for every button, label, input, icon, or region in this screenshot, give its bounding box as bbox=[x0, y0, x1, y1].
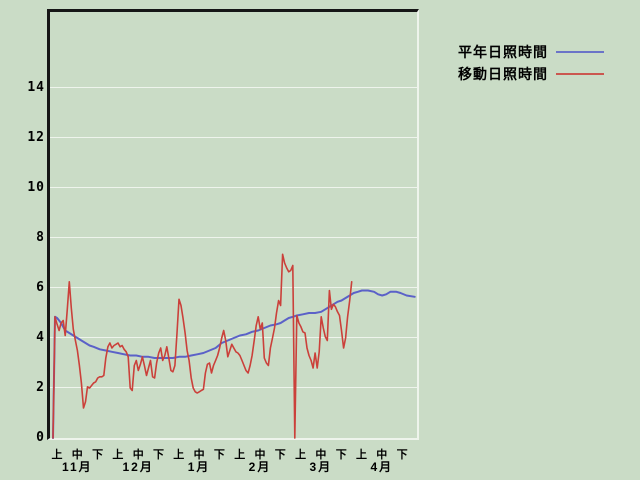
y-gridline bbox=[50, 337, 417, 338]
x-axis-period-label: 下 bbox=[274, 449, 286, 461]
x-axis-period-label: 上 bbox=[173, 449, 185, 461]
x-axis-month-label: 2月 bbox=[248, 460, 272, 474]
x-axis-period-label: 上 bbox=[356, 449, 367, 461]
x-axis-month-label: 3月 bbox=[309, 460, 333, 474]
y-axis-tick-label: 4 bbox=[36, 330, 45, 345]
x-axis-month-label: 4月 bbox=[370, 460, 394, 474]
x-axis-period-label: 中 bbox=[193, 449, 205, 461]
x-axis-period-label: 上 bbox=[234, 449, 246, 461]
legend-item-moving-sunshine: 移動日照時間 bbox=[458, 63, 604, 85]
y-axis-tick-label: 0 bbox=[36, 430, 45, 445]
y-axis-tick-label: 10 bbox=[27, 180, 45, 195]
x-axis-period-label: 上 bbox=[295, 449, 307, 461]
plot-area bbox=[47, 9, 419, 440]
y-axis-tick-label: 2 bbox=[36, 380, 45, 395]
x-axis-period-label: 下 bbox=[335, 449, 347, 461]
x-axis-period-label: 下 bbox=[213, 449, 225, 461]
legend-label-moving-sunshine: 移動日照時間 bbox=[458, 66, 548, 82]
x-axis-period-label: 上 bbox=[51, 449, 63, 461]
legend-label-normal-sunshine: 平年日照時間 bbox=[458, 44, 548, 60]
y-gridline bbox=[50, 87, 417, 88]
legend-line-swatch-blue bbox=[556, 51, 604, 53]
x-axis-period-label: 中 bbox=[71, 449, 83, 461]
y-gridline bbox=[50, 237, 417, 238]
y-gridline bbox=[50, 137, 417, 138]
y-axis-tick-label: 12 bbox=[27, 130, 45, 145]
legend: 平年日照時間 移動日照時間 bbox=[458, 41, 604, 85]
x-axis-month-label: 1月 bbox=[187, 460, 211, 474]
legend-item-normal-sunshine: 平年日照時間 bbox=[458, 41, 604, 63]
y-axis-tick-label: 14 bbox=[27, 80, 45, 95]
x-axis-period-label: 下 bbox=[153, 449, 164, 461]
y-axis-tick-label: 8 bbox=[36, 230, 45, 245]
y-gridline bbox=[50, 187, 417, 188]
x-axis-period-label: 下 bbox=[92, 449, 104, 461]
x-axis-period-label: 中 bbox=[376, 449, 388, 461]
x-axis-period-label: 中 bbox=[315, 449, 327, 461]
y-axis-tick-label: 6 bbox=[36, 280, 45, 295]
y-gridline bbox=[50, 387, 417, 388]
x-axis-month-label: 12月 bbox=[122, 460, 154, 474]
x-axis-month-label: 11月 bbox=[61, 460, 93, 474]
y-gridline bbox=[50, 287, 417, 288]
x-axis-period-label: 中 bbox=[254, 449, 266, 461]
legend-line-swatch-red bbox=[556, 73, 604, 75]
x-axis-period-label: 下 bbox=[396, 449, 408, 461]
x-axis-period-label: 上 bbox=[112, 449, 124, 461]
x-axis-period-label: 中 bbox=[132, 449, 144, 461]
